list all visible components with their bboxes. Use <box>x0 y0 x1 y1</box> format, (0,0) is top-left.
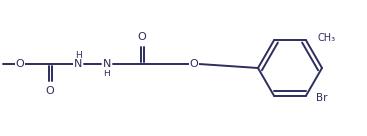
Text: O: O <box>46 86 54 96</box>
Text: CH₃: CH₃ <box>318 33 336 43</box>
Text: O: O <box>138 32 146 42</box>
Text: N: N <box>74 59 82 69</box>
Text: N: N <box>103 59 111 69</box>
Text: H: H <box>75 51 81 60</box>
Text: O: O <box>16 59 24 69</box>
Text: Br: Br <box>316 93 327 103</box>
Text: O: O <box>190 59 199 69</box>
Text: H: H <box>103 69 110 78</box>
